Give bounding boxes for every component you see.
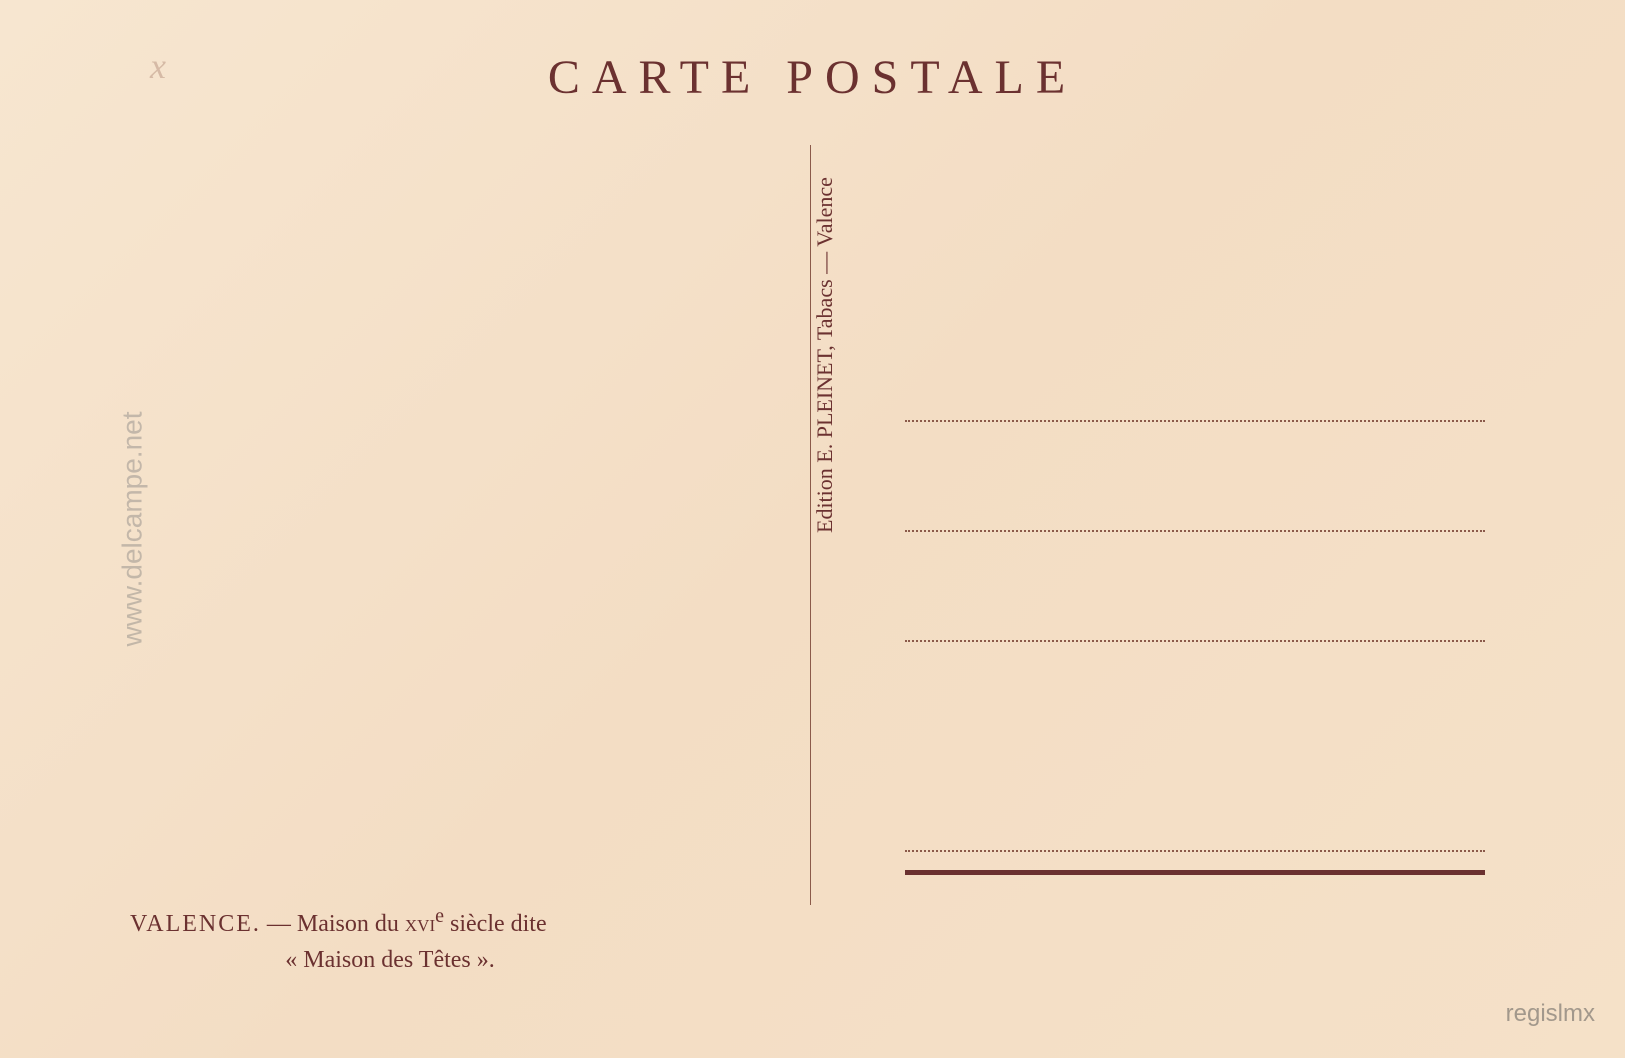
watermark-right: regislmx	[1506, 1000, 1595, 1028]
caption-description-start: Maison du	[297, 911, 405, 937]
caption-location: VALENCE.	[130, 911, 261, 937]
corner-mark: x	[150, 45, 166, 87]
caption-separator: —	[261, 911, 297, 937]
caption-century: xvi	[405, 911, 435, 937]
address-underline	[905, 870, 1485, 875]
publisher-credit: Edition E. PLEINET, Tabacs — Valence	[812, 177, 838, 533]
address-line-3	[905, 640, 1485, 642]
address-line-4	[905, 850, 1485, 852]
center-divider	[810, 145, 811, 905]
address-line-2	[905, 530, 1485, 532]
postcard-container: x CARTE POSTALE Edition E. PLEINET, Taba…	[0, 0, 1625, 1058]
postcard-caption: VALENCE. — Maison du xvie siècle dite « …	[130, 901, 650, 978]
caption-description-end: siècle dite	[444, 911, 547, 937]
caption-century-suffix: e	[435, 905, 444, 927]
address-line-1	[905, 420, 1485, 422]
caption-building-name: « Maison des Têtes ».	[130, 942, 650, 978]
postcard-title: CARTE POSTALE	[548, 50, 1077, 105]
watermark-left: www.delcampe.net	[117, 411, 149, 646]
